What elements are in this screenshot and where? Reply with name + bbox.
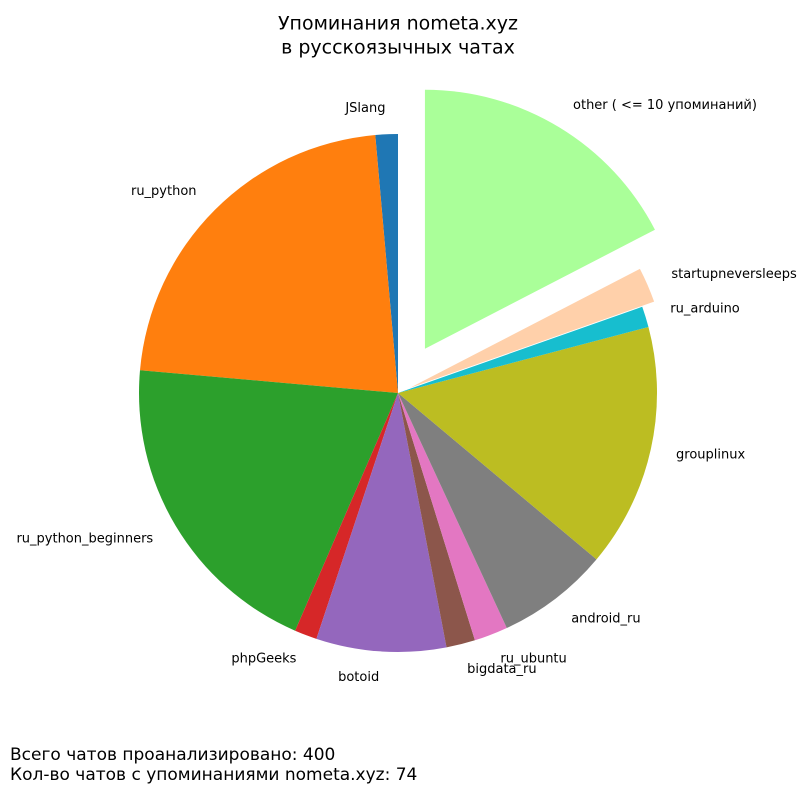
pie-slice	[398, 393, 507, 641]
chart-title: Упоминания nometa.xyz	[278, 13, 518, 35]
pie-slice	[139, 370, 399, 631]
pie-slice	[398, 327, 657, 560]
footer-note: Кол-во чатов с упоминаниями nometa.xyz: …	[10, 765, 417, 785]
pie-slice	[409, 268, 655, 388]
slice-label: ru_ubuntu	[500, 651, 566, 666]
slice-label: ru_python_beginners	[16, 531, 153, 546]
pie-slice	[316, 393, 447, 652]
slice-label: ru_arduino	[670, 302, 740, 317]
slice-label: grouplinux	[676, 448, 745, 463]
slice-label: botoid	[338, 670, 379, 685]
pie-slice	[140, 135, 398, 393]
footer-note: Всего чатов проанализировано: 400	[10, 745, 335, 765]
chart-subtitle: в русскоязычных чатах	[281, 37, 515, 59]
slice-label: bigdata_ru	[467, 662, 536, 677]
pie-slice	[375, 134, 398, 393]
pie-slice	[295, 393, 398, 639]
slice-label: other ( <= 10 упоминаний)	[573, 98, 757, 113]
slice-label: android_ru	[571, 612, 640, 627]
pie-slice	[398, 393, 597, 629]
slice-label: JSlang	[344, 101, 385, 116]
pie-slice	[424, 89, 655, 349]
slice-label: phpGeeks	[231, 652, 296, 667]
pie-slice	[398, 306, 649, 393]
pie-slice	[398, 393, 475, 648]
slice-label: startupneversleeps	[671, 267, 797, 282]
slice-label: ru_python	[131, 184, 197, 199]
